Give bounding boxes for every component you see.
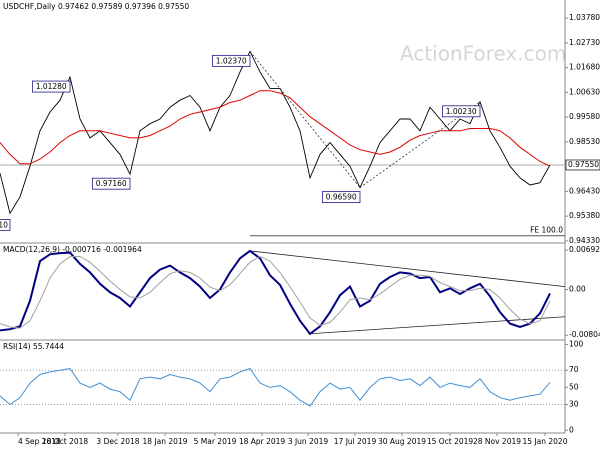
y-tick-label: 100 (569, 339, 584, 348)
dashed-trend (359, 101, 481, 188)
y-tick-label: 30 (569, 400, 579, 409)
y-tick-label: 1.02730 (569, 38, 600, 47)
watermark: ActionForex.com (400, 42, 566, 66)
x-tick-label: 18 Oct 2018 (42, 437, 89, 446)
x-tick-label: 15 Oct 2019 (427, 437, 474, 446)
annotation-box (0, 219, 11, 231)
annotation-label: 410 (0, 220, 8, 229)
annotation-label: 0.96590 (326, 193, 357, 202)
x-tick-label: 30 Aug 2019 (378, 437, 426, 446)
x-tick-label: 18 Jan 2019 (143, 437, 188, 446)
series-line (0, 255, 551, 329)
y-tick-label: 1.01680 (569, 63, 600, 72)
y-tick-label: 0.96430 (569, 186, 600, 195)
series-line (0, 90, 551, 167)
y-tick-label: 0 (569, 425, 574, 434)
x-tick-label: 28 Nov 2019 (473, 437, 521, 446)
y-tick-label: 1.03780 (569, 13, 600, 22)
y-tick-label: 70 (569, 365, 579, 374)
trend-line (249, 250, 566, 288)
annotation-box (441, 105, 481, 118)
y-tick-label: 0.00 (569, 284, 586, 293)
macd-title: MACD(12,26,9) -0.000716 -0.001964 (3, 245, 142, 254)
annotation-box (211, 54, 251, 67)
annotation-label: 1.01280 (36, 82, 67, 91)
y-tick-label: 0.98530 (569, 137, 600, 146)
annotation-box (321, 191, 361, 204)
x-tick-label: 3 Jun 2019 (288, 437, 329, 446)
trend-line (309, 316, 566, 335)
series-line (0, 367, 551, 407)
y-tick-label: -0.008049 (569, 330, 600, 339)
fe-label: FE 100.0 (530, 226, 563, 235)
x-tick-label: 3 Dec 2018 (96, 437, 139, 446)
annotation-label: 1.00230 (446, 107, 477, 116)
current-price-label: 0.97550 (568, 160, 599, 169)
x-tick-label: 5 Mar 2019 (194, 437, 237, 446)
y-tick-label: 50 (569, 382, 579, 391)
y-tick-label: 0.006927 (569, 245, 600, 254)
y-tick-label: 0.99580 (569, 112, 600, 121)
annotation-box (32, 80, 71, 93)
x-tick-label: 4 Sep 2018 (18, 437, 61, 446)
x-tick-label: 17 Jul 2019 (334, 437, 377, 446)
x-tick-label: 18 Apr 2019 (239, 437, 286, 446)
series-line (0, 50, 551, 215)
current-price-box (565, 159, 600, 171)
rsi-title: RSI(14) 55.7444 (3, 342, 64, 351)
dashed-trend (249, 51, 361, 188)
price-title: USDCHF,Daily 0.97462 0.97589 0.97396 0.9… (3, 2, 189, 11)
series-line (0, 249, 551, 336)
x-tick-label: 15 Jan 2020 (523, 437, 568, 446)
y-tick-label: 0.94330 (569, 236, 600, 245)
y-tick-label: 1.00630 (569, 87, 600, 96)
y-tick-label: 0.95380 (569, 211, 600, 220)
annotation-box (92, 177, 131, 190)
annotation-label: 0.97160 (96, 179, 127, 188)
annotation-label: 1.02370 (216, 56, 247, 65)
